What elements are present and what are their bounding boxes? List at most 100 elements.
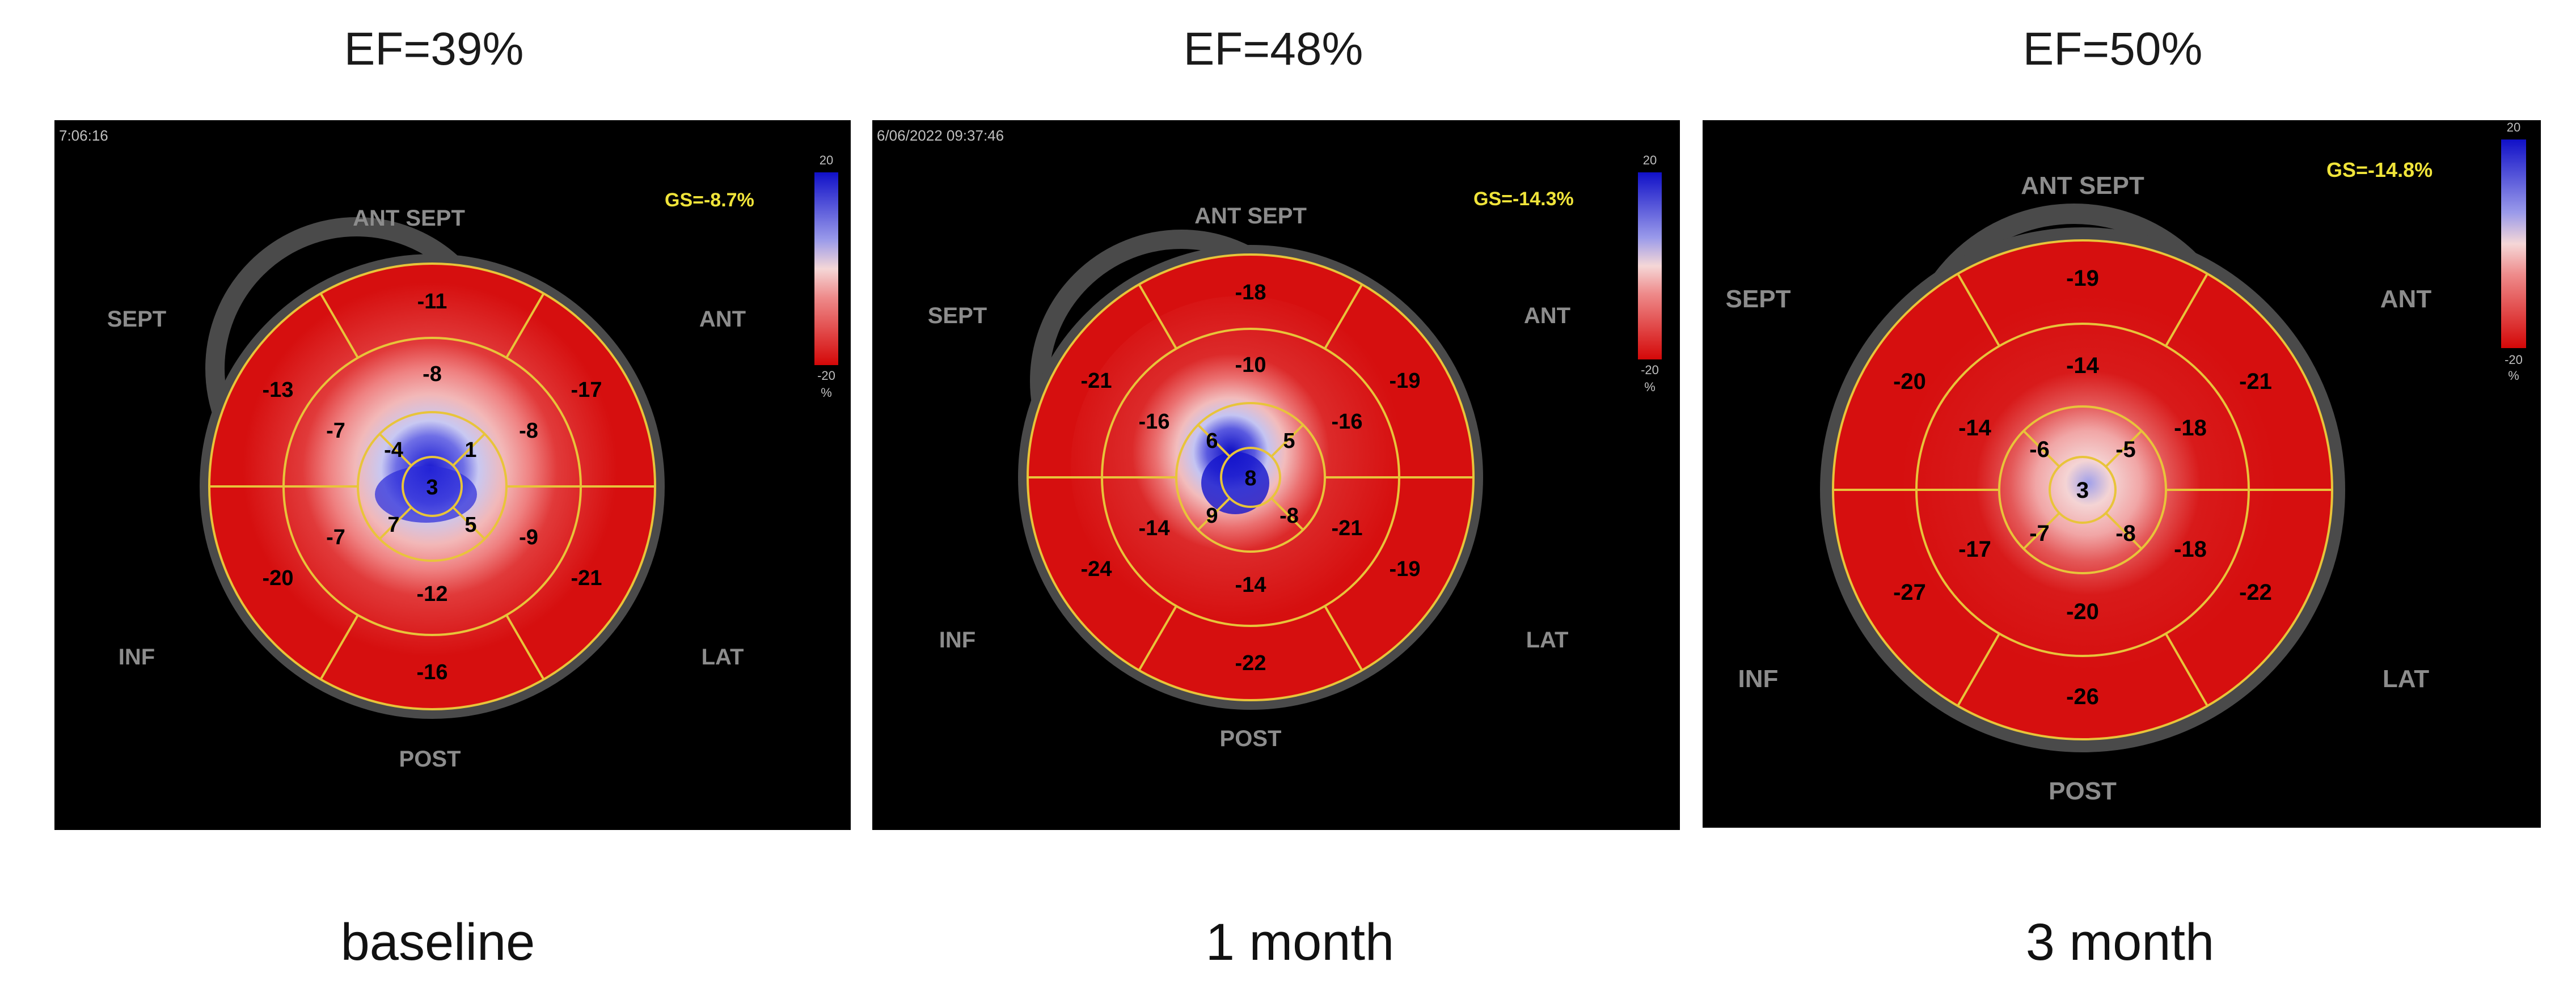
basal-segment-value: -11	[417, 290, 447, 314]
mid-segment-value: -14	[1139, 516, 1170, 540]
basal-segment-value: -22	[1235, 651, 1266, 675]
orientation-label-sept: SEPT	[1726, 285, 1791, 313]
scale-max-label: 20	[820, 153, 833, 167]
caption-baseline: baseline	[340, 913, 535, 971]
apical-segment-value: 1	[464, 438, 476, 462]
basal-segment-value: -13	[263, 378, 294, 402]
apical-segment-value: 5	[464, 513, 476, 537]
global-strain-value: GS=-14.8%	[2326, 158, 2433, 181]
bullseye-panel-1-month: 6/06/2022 09:37:46	[872, 120, 1680, 830]
apical-segment-value: -7	[2029, 521, 2050, 546]
orientation-label-ant: ANT	[699, 307, 746, 332]
apical-segment-value: 9	[1206, 504, 1218, 528]
basal-segment-value: -26	[2066, 684, 2099, 709]
mid-segment-value: -16	[1139, 410, 1170, 434]
mid-segment-value: -14	[2066, 353, 2100, 378]
orientation-label-ant-sept: ANT SEPT	[2021, 172, 2144, 200]
scale-max-label: 20	[1643, 153, 1657, 167]
apical-segment-value: -5	[2115, 437, 2136, 462]
basal-segment-value: -16	[417, 660, 448, 684]
apex-value: 3	[426, 476, 438, 499]
outer-ring	[1820, 227, 2345, 752]
scale-min-label: -20	[817, 369, 835, 383]
orientation-label-ant-sept: ANT SEPT	[1194, 204, 1307, 228]
orientation-label-post: POST	[1220, 726, 1282, 751]
color-scale-bar	[2501, 139, 2526, 348]
bullseye-diagram: -18 -19 -19 -22 -24 -21 -10 -16 -21 -14 …	[928, 153, 1662, 751]
caption-3-month: 3 month	[2025, 913, 2215, 971]
apical-segment-value: 6	[1206, 429, 1218, 453]
timestamp: 6/06/2022 09:37:46	[877, 127, 1004, 144]
color-scale-bar	[1638, 172, 1662, 359]
basal-segment-value: -22	[2239, 580, 2272, 605]
orientation-label-lat: LAT	[1526, 628, 1569, 653]
basal-segment-value: -17	[571, 378, 602, 402]
apical-segment-value: -6	[2029, 437, 2050, 462]
bullseye-panel-baseline: 7:06:16	[54, 120, 851, 830]
basal-segment-value: -21	[1081, 369, 1112, 393]
mid-segment-value: -16	[1332, 410, 1363, 434]
orientation-label-inf: INF	[1738, 665, 1779, 693]
mid-segment-value: -7	[326, 526, 345, 549]
apical-segment-value: 5	[1283, 429, 1295, 453]
apical-segment-value: -4	[384, 438, 403, 462]
mid-segment-value: -8	[423, 362, 442, 386]
orientation-label-ant: ANT	[1524, 303, 1570, 328]
ef-label-baseline: EF=39%	[344, 23, 524, 75]
apex-value: 3	[2076, 478, 2089, 503]
segment-grid	[1027, 253, 1475, 701]
ef-label-3-month: EF=50%	[2022, 23, 2203, 75]
ef-label-1-month: EF=48%	[1183, 23, 1363, 75]
scale-min-label: -20	[1641, 363, 1659, 377]
orientation-label-inf: INF	[119, 645, 155, 670]
segment-grid	[208, 262, 656, 710]
mid-segment-value: -9	[519, 526, 538, 549]
mid-segment-value: -14	[1958, 416, 1992, 441]
scale-unit-label: %	[1644, 380, 1656, 394]
mid-segment-value: -18	[2174, 537, 2207, 562]
apical-segment-value: -8	[1279, 504, 1299, 528]
scale-unit-label: %	[2508, 369, 2519, 383]
basal-segment-value: -18	[1235, 281, 1266, 304]
basal-segment-value: -19	[1390, 557, 1421, 581]
bullseye-diagram: -11 -17 -21 -16 -20 -13 -8 -8 -9 -12 -7 …	[107, 153, 838, 772]
color-scale-bar	[814, 172, 838, 365]
global-strain-value: GS=-8.7%	[665, 189, 754, 211]
mid-segment-value: -21	[1332, 516, 1363, 540]
mid-segment-value: -17	[1958, 537, 1991, 562]
basal-segment-value: -27	[1893, 580, 1926, 605]
global-strain-value: GS=-14.3%	[1473, 188, 1574, 210]
orientation-label-ant: ANT	[2380, 285, 2432, 313]
mid-segment-value: -14	[1235, 573, 1266, 597]
orientation-label-inf: INF	[939, 628, 975, 653]
timestamp: 7:06:16	[59, 127, 108, 144]
basal-segment-value: -21	[571, 566, 602, 590]
caption-1-month: 1 month	[1205, 913, 1395, 971]
basal-segment-value: -20	[1893, 369, 1926, 394]
basal-segment-value: -19	[2066, 266, 2099, 291]
orientation-label-post: POST	[399, 747, 461, 772]
mid-segment-value: -12	[417, 582, 448, 606]
mid-segment-value: -10	[1235, 353, 1266, 377]
scale-unit-label: %	[821, 386, 832, 400]
mid-segment-value: -20	[2066, 599, 2099, 624]
apex-value: 8	[1244, 467, 1256, 490]
orientation-label-lat: LAT	[702, 645, 744, 670]
bullseye-panel-3-month: -19 -21 -22 -26 -27 -20 -14 -18 -18 -20 …	[1703, 120, 2541, 828]
orientation-label-lat: LAT	[2383, 665, 2429, 693]
basal-segment-value: -21	[2239, 369, 2272, 394]
orientation-label-sept: SEPT	[107, 307, 166, 332]
mid-segment-value: -8	[519, 419, 538, 443]
orientation-label-post: POST	[2049, 777, 2117, 805]
segment-grid	[1832, 239, 2333, 740]
orientation-label-sept: SEPT	[928, 303, 987, 328]
apical-segment-value: -8	[2115, 521, 2136, 546]
apical-segment-value: 7	[387, 513, 399, 537]
scale-min-label: -20	[2505, 353, 2523, 367]
scale-max-label: 20	[2507, 120, 2520, 134]
orientation-label-ant-sept: ANT SEPT	[353, 206, 465, 231]
mid-segment-value: -18	[2174, 416, 2207, 441]
basal-segment-value: -20	[263, 566, 294, 590]
basal-segment-value: -24	[1081, 557, 1112, 581]
bullseye-diagram: -19 -21 -22 -26 -27 -20 -14 -18 -18 -20 …	[1726, 120, 2526, 805]
